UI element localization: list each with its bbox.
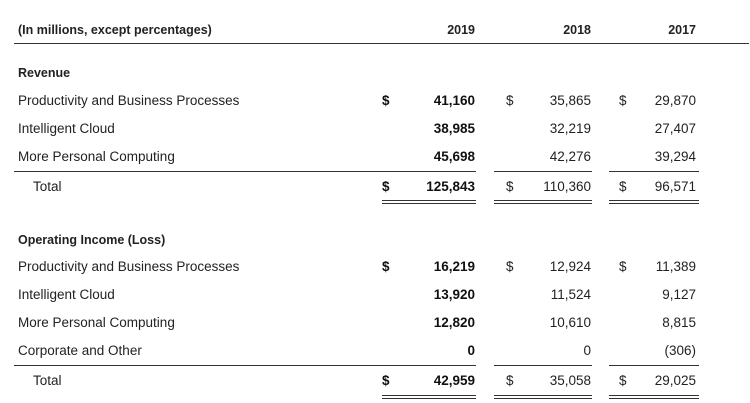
total-underline (382, 200, 476, 201)
row-label: More Personal Computing (18, 315, 175, 330)
total-double-underline (382, 398, 476, 399)
row-divider (609, 171, 699, 172)
value-2017: 9,127 (662, 287, 696, 302)
column-header-2017: 2017 (668, 23, 696, 37)
dollar-sign: $ (506, 93, 514, 108)
section-title-row: Revenue (0, 59, 750, 87)
row-divider (14, 365, 476, 366)
operating-income-section-title: Operating Income (Loss) (18, 233, 166, 247)
value-2017: 11,389 (655, 259, 696, 274)
value-2018: 42,276 (549, 149, 591, 164)
dollar-sign: $ (619, 179, 627, 194)
value-2019: 13,920 (433, 287, 475, 302)
row-divider (494, 365, 592, 366)
value-2019: 38,985 (433, 121, 475, 136)
table-row: Corporate and Other 0 0 (306) (0, 337, 750, 365)
total-label: Total (33, 179, 62, 194)
table-row: More Personal Computing 12,820 10,610 8,… (0, 309, 750, 337)
row-label: Intelligent Cloud (18, 121, 115, 136)
dollar-sign: $ (506, 179, 514, 194)
total-double-underline (382, 203, 476, 204)
value-2017: 29,870 (654, 93, 696, 108)
row-divider (14, 171, 476, 172)
total-2017: 96,571 (654, 179, 696, 194)
value-2019: 45,698 (433, 149, 475, 164)
total-label: Total (33, 373, 62, 388)
dollar-sign: $ (506, 373, 514, 388)
table-row: Intelligent Cloud 38,985 32,219 27,407 (0, 115, 750, 143)
total-2019: 42,959 (433, 373, 475, 388)
table-row: Intelligent Cloud 13,920 11,524 9,127 (0, 281, 750, 309)
table-row: More Personal Computing 45,698 42,276 39… (0, 143, 750, 171)
dollar-sign: $ (382, 259, 390, 274)
table-row: Productivity and Business Processes $ 16… (0, 253, 750, 281)
value-2018: 12,924 (549, 259, 591, 274)
dollar-sign: $ (382, 373, 390, 388)
row-divider (609, 365, 699, 366)
total-double-underline (609, 398, 699, 399)
units-header: (In millions, except percentages) (18, 23, 212, 37)
total-underline (494, 200, 592, 201)
row-label: Productivity and Business Processes (18, 259, 240, 274)
value-2018: 10,610 (549, 315, 591, 330)
value-2019: 41,160 (433, 93, 475, 108)
total-underline (609, 200, 699, 201)
total-2017: 29,025 (654, 373, 696, 388)
value-2017: (306) (664, 343, 696, 358)
value-2019: 12,820 (433, 315, 475, 330)
row-label: Corporate and Other (18, 343, 142, 358)
value-2018: 11,524 (550, 287, 591, 302)
row-divider (494, 171, 592, 172)
column-header-2018: 2018 (563, 23, 591, 37)
total-2019: 125,843 (426, 179, 475, 194)
row-label: Productivity and Business Processes (18, 93, 240, 108)
section-title-row: Operating Income (Loss) (0, 226, 750, 254)
dollar-sign: $ (382, 179, 390, 194)
column-header-2019: 2019 (447, 23, 475, 37)
value-2018: 35,865 (549, 93, 591, 108)
total-double-underline (494, 203, 592, 204)
dollar-sign: $ (619, 259, 627, 274)
total-2018: 110,360 (543, 179, 591, 194)
total-underline (494, 395, 592, 396)
value-2019: 16,219 (433, 259, 475, 274)
header-divider (14, 43, 749, 44)
revenue-section-title: Revenue (18, 66, 71, 80)
row-label: More Personal Computing (18, 149, 175, 164)
dollar-sign: $ (619, 373, 627, 388)
dollar-sign: $ (619, 93, 627, 108)
dollar-sign: $ (382, 93, 390, 108)
total-underline (609, 395, 699, 396)
value-2018: 0 (583, 343, 591, 358)
total-underline (382, 395, 476, 396)
total-double-underline (609, 203, 699, 204)
total-double-underline (494, 398, 592, 399)
value-2017: 8,815 (662, 315, 696, 330)
total-2018: 35,058 (549, 373, 591, 388)
dollar-sign: $ (506, 259, 514, 274)
value-2018: 32,219 (549, 121, 591, 136)
total-row: Total $ 125,843 $ 110,360 $ 96,571 (0, 173, 750, 201)
row-label: Intelligent Cloud (18, 287, 115, 302)
table-row: Productivity and Business Processes $ 41… (0, 87, 750, 115)
value-2017: 27,407 (654, 121, 696, 136)
total-row: Total $ 42,959 $ 35,058 $ 29,025 (0, 367, 750, 395)
value-2017: 39,294 (654, 149, 696, 164)
value-2019: 0 (467, 343, 475, 358)
table-header-row: (In millions, except percentages) 2019 2… (0, 16, 750, 44)
